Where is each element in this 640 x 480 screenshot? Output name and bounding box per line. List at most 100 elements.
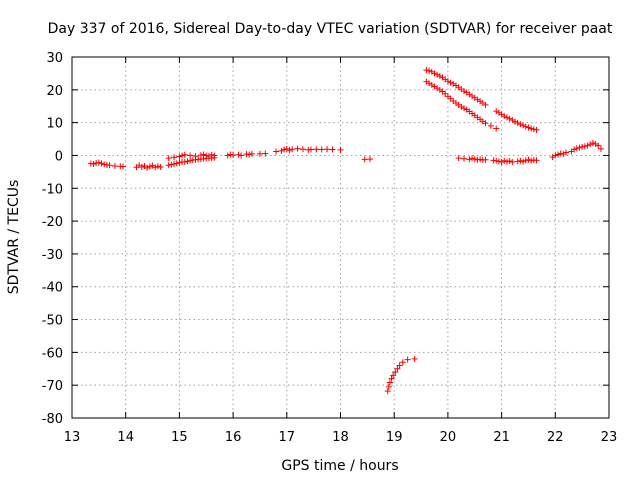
data-point [509, 159, 516, 166]
data-point [573, 145, 580, 152]
data-point [324, 146, 331, 153]
data-point [246, 151, 253, 158]
data-point [313, 146, 320, 153]
data-point [431, 70, 438, 77]
data-point [101, 161, 108, 168]
data-point [361, 156, 368, 163]
data-point [436, 73, 443, 80]
x-tick-label: 22 [547, 430, 564, 445]
data-point [587, 141, 594, 148]
x-tick-label: 21 [493, 430, 510, 445]
data-point [385, 383, 392, 390]
data-point [533, 157, 540, 164]
data-point [230, 152, 237, 159]
data-point [576, 144, 583, 151]
data-point [390, 372, 397, 379]
data-point [461, 155, 468, 162]
x-tick-label: 15 [171, 430, 188, 445]
data-point [471, 156, 478, 163]
data-point [581, 143, 588, 150]
data-point [399, 359, 406, 366]
data-point [95, 159, 102, 166]
data-point [517, 121, 524, 128]
data-point [557, 150, 564, 157]
x-tick-labels: 13 14 15 16 17 18 19 20 21 22 23 [64, 430, 618, 445]
data-point [154, 163, 161, 170]
data-point [533, 126, 540, 133]
data-point [514, 119, 521, 126]
data-point [111, 162, 118, 169]
data-point [404, 356, 411, 363]
data-point [584, 142, 591, 149]
data-point [434, 71, 441, 78]
data-point [157, 163, 164, 170]
data-point [211, 152, 218, 159]
data-point [525, 124, 532, 131]
data-point [90, 160, 97, 167]
data-point [388, 375, 395, 382]
data-point [563, 149, 570, 156]
data-point [98, 160, 105, 167]
plot-frame [71, 56, 610, 419]
data-point [447, 79, 454, 86]
data-point [184, 158, 191, 165]
data-point [386, 379, 393, 386]
data-point [281, 146, 288, 153]
chart-title: Day 337 of 2016, Sidereal Day-to-day VTE… [48, 21, 613, 37]
data-point [595, 142, 602, 149]
data-point [224, 152, 231, 159]
data-point [273, 148, 280, 155]
data-point [503, 158, 510, 165]
data-point [248, 150, 255, 157]
x-tick-label: 23 [601, 430, 618, 445]
x-tick-label: 19 [386, 430, 403, 445]
data-point [552, 152, 559, 159]
data-point [528, 157, 535, 164]
data-point [152, 164, 159, 171]
y-tick-label: -80 [42, 412, 63, 427]
y-tick-labels: 30 20 10 0 -10 -20 -30 -40 -50 -60 -70 -80 [42, 51, 63, 427]
data-point [256, 150, 263, 157]
x-tick-label: 13 [64, 430, 81, 445]
data-point [286, 147, 293, 154]
data-point [528, 125, 535, 132]
data-point [482, 120, 489, 127]
data-point [262, 150, 269, 157]
y-tick-label: -30 [42, 248, 63, 263]
y-tick-label: -40 [42, 281, 63, 296]
y-tick-label: -50 [42, 314, 63, 329]
data-point [520, 158, 527, 165]
data-point [477, 156, 484, 163]
data-point [146, 163, 153, 170]
x-axis-title: GPS time / hours [281, 458, 398, 474]
y-tick-label: -20 [42, 215, 63, 230]
data-point [168, 161, 175, 168]
data-point [235, 151, 242, 158]
data-point [171, 160, 178, 167]
data-point [318, 146, 325, 153]
y-tick-label: 20 [46, 84, 63, 99]
data-point [444, 78, 451, 85]
data-point [138, 163, 145, 170]
data-point [482, 156, 489, 163]
data-point [589, 139, 596, 146]
data-point [106, 162, 113, 169]
y-tick-label: -70 [42, 379, 63, 394]
data-point [461, 105, 468, 112]
data-point [458, 103, 465, 110]
data-point [530, 126, 537, 133]
data-point [512, 118, 519, 125]
data-point [501, 157, 508, 164]
data-point [394, 365, 401, 372]
data-point [506, 115, 513, 122]
data-point [493, 125, 500, 132]
data-point [493, 157, 500, 164]
data-point [597, 145, 604, 152]
data-point [294, 145, 301, 152]
data-point [205, 153, 212, 160]
data-point [554, 151, 561, 158]
data-point [181, 151, 188, 158]
y-tick-label: 30 [46, 51, 63, 66]
data-point [503, 114, 510, 121]
